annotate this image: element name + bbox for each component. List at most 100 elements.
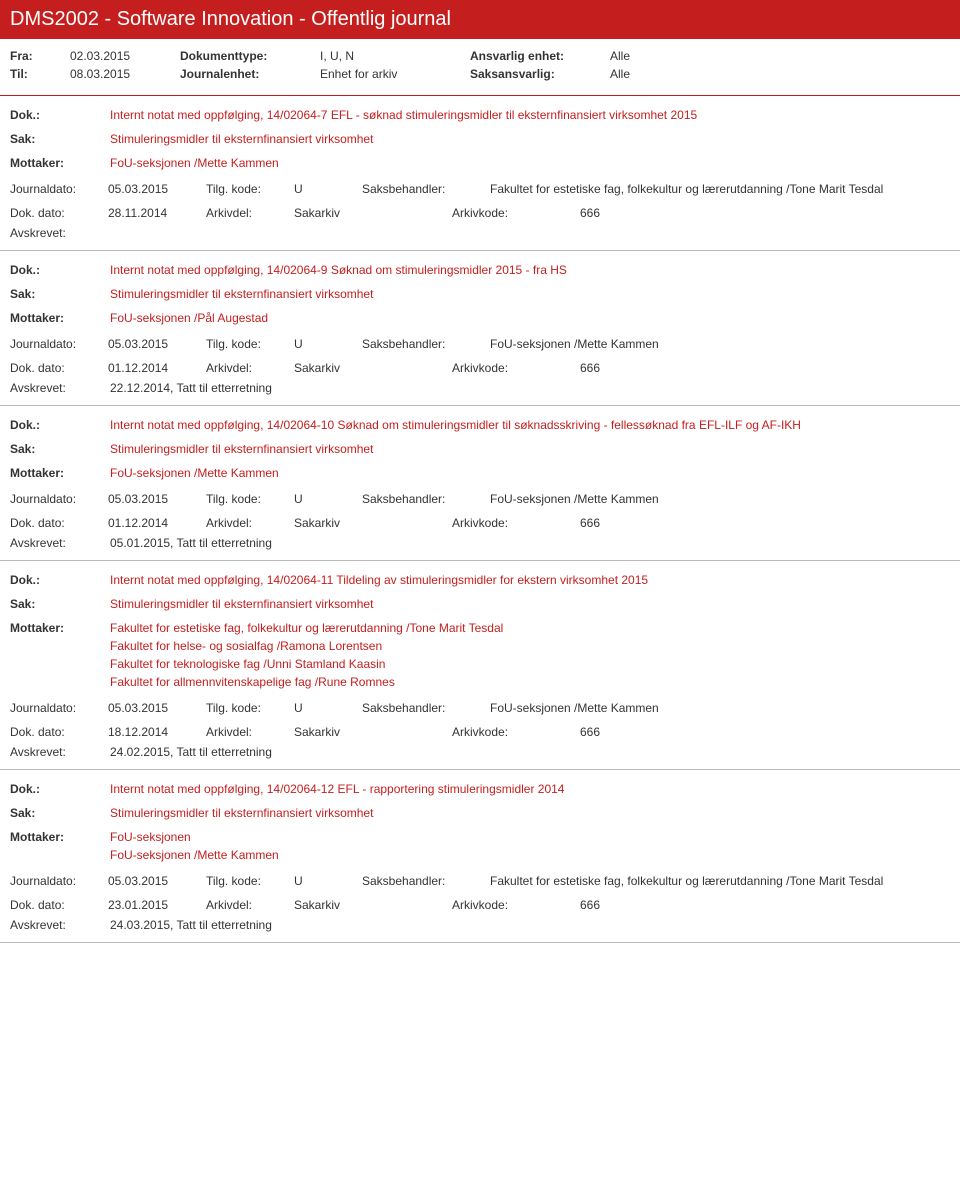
til-label: Til: (10, 67, 70, 81)
doktype-label: Dokumenttype: (180, 49, 320, 63)
arkivkode-label: Arkivkode: (452, 361, 572, 375)
journal-entry: Dok.: Internt notat med oppfølging, 14/0… (0, 251, 960, 406)
tilgkode-label: Tilg. kode: (206, 337, 286, 351)
dokdato-value: 28.11.2014 (108, 206, 198, 220)
dok-value: Internt notat med oppfølging, 14/02064-9… (110, 261, 950, 279)
dok-label: Dok.: (10, 106, 110, 124)
journaldato-label: Journaldato: (10, 701, 100, 715)
mottaker-label: Mottaker: (10, 619, 110, 691)
sak-value: Stimuleringsmidler til eksternfinansiert… (110, 285, 950, 303)
sak-label: Sak: (10, 595, 110, 613)
arkivdel-label: Arkivdel: (206, 725, 286, 739)
sak-label: Sak: (10, 804, 110, 822)
avskrevet-value: 05.01.2015, Tatt til etterretning (110, 536, 272, 550)
tilgkode-label: Tilg. kode: (206, 182, 286, 196)
saksbehandler-label: Saksbehandler: (362, 337, 482, 351)
arkivdel-label: Arkivdel: (206, 361, 286, 375)
mottaker-label: Mottaker: (10, 309, 110, 327)
arkivkode-label: Arkivkode: (452, 725, 572, 739)
sak-value: Stimuleringsmidler til eksternfinansiert… (110, 804, 950, 822)
dokdato-label: Dok. dato: (10, 725, 100, 739)
arkivdel-value: Sakarkiv (294, 898, 444, 912)
saksansvarlig-label: Saksansvarlig: (470, 67, 610, 81)
tilgkode-value: U (294, 874, 354, 888)
mottaker-line: FoU-seksjonen /Mette Kammen (110, 464, 950, 482)
dokdato-label: Dok. dato: (10, 516, 100, 530)
mottaker-label: Mottaker: (10, 154, 110, 172)
avskrevet-label: Avskrevet: (10, 536, 110, 550)
journal-entry: Dok.: Internt notat med oppfølging, 14/0… (0, 406, 960, 561)
ansvarlig-label: Ansvarlig enhet: (470, 49, 610, 63)
sak-value: Stimuleringsmidler til eksternfinansiert… (110, 440, 950, 458)
dok-value: Internt notat med oppfølging, 14/02064-1… (110, 571, 950, 589)
sak-label: Sak: (10, 440, 110, 458)
avskrevet-label: Avskrevet: (10, 745, 110, 759)
arkivkode-value: 666 (580, 725, 600, 739)
arkivkode-value: 666 (580, 898, 600, 912)
saksbehandler-label: Saksbehandler: (362, 492, 482, 506)
fra-value: 02.03.2015 (70, 49, 180, 63)
arkivkode-label: Arkivkode: (452, 516, 572, 530)
avskrevet-value: 22.12.2014, Tatt til etterretning (110, 381, 272, 395)
saksbehandler-label: Saksbehandler: (362, 182, 482, 196)
arkivdel-label: Arkivdel: (206, 206, 286, 220)
dokdato-label: Dok. dato: (10, 898, 100, 912)
arkivdel-value: Sakarkiv (294, 516, 444, 530)
journaldato-label: Journaldato: (10, 337, 100, 351)
saksbehandler-value: Fakultet for estetiske fag, folkekultur … (490, 874, 942, 888)
saksansvarlig-value: Alle (610, 67, 630, 81)
page-title: DMS2002 - Software Innovation - Offentli… (0, 0, 960, 39)
journaldato-value: 05.03.2015 (108, 874, 198, 888)
avskrevet-label: Avskrevet: (10, 226, 110, 240)
journal-entry: Dok.: Internt notat med oppfølging, 14/0… (0, 561, 960, 770)
mottaker-label: Mottaker: (10, 828, 110, 864)
arkivdel-value: Sakarkiv (294, 206, 444, 220)
til-value: 08.03.2015 (70, 67, 180, 81)
dokdato-value: 01.12.2014 (108, 361, 198, 375)
journaldato-value: 05.03.2015 (108, 492, 198, 506)
arkivkode-label: Arkivkode: (452, 898, 572, 912)
arkivdel-label: Arkivdel: (206, 898, 286, 912)
saksbehandler-value: FoU-seksjonen /Mette Kammen (490, 337, 942, 351)
mottaker-line: Fakultet for teknologiske fag /Unni Stam… (110, 655, 950, 673)
mottaker-line: Fakultet for helse- og sosialfag /Ramona… (110, 637, 950, 655)
arkivkode-value: 666 (580, 361, 600, 375)
avskrevet-label: Avskrevet: (10, 381, 110, 395)
entries-container: Dok.: Internt notat med oppfølging, 14/0… (0, 96, 960, 943)
arkivkode-value: 666 (580, 206, 600, 220)
saksbehandler-label: Saksbehandler: (362, 701, 482, 715)
tilgkode-value: U (294, 182, 354, 196)
dok-label: Dok.: (10, 416, 110, 434)
mottaker-value: FoU-seksjonenFoU-seksjonen /Mette Kammen (110, 828, 950, 864)
dok-value: Internt notat med oppfølging, 14/02064-7… (110, 106, 950, 124)
sak-value: Stimuleringsmidler til eksternfinansiert… (110, 595, 950, 613)
journaldato-label: Journaldato: (10, 492, 100, 506)
dokdato-value: 18.12.2014 (108, 725, 198, 739)
dokdato-label: Dok. dato: (10, 206, 100, 220)
sak-value: Stimuleringsmidler til eksternfinansiert… (110, 130, 950, 148)
avskrevet-value: 24.03.2015, Tatt til etterretning (110, 918, 272, 932)
tilgkode-label: Tilg. kode: (206, 701, 286, 715)
saksbehandler-value: FoU-seksjonen /Mette Kammen (490, 701, 942, 715)
dokdato-value: 01.12.2014 (108, 516, 198, 530)
ansvarlig-value: Alle (610, 49, 630, 63)
mottaker-line: FoU-seksjonen /Pål Augestad (110, 309, 950, 327)
saksbehandler-label: Saksbehandler: (362, 874, 482, 888)
dokdato-label: Dok. dato: (10, 361, 100, 375)
sak-label: Sak: (10, 285, 110, 303)
mottaker-value: Fakultet for estetiske fag, folkekultur … (110, 619, 950, 691)
avskrevet-value: 24.02.2015, Tatt til etterretning (110, 745, 272, 759)
mottaker-value: FoU-seksjonen /Pål Augestad (110, 309, 950, 327)
journal-entry: Dok.: Internt notat med oppfølging, 14/0… (0, 96, 960, 251)
mottaker-line: FoU-seksjonen /Mette Kammen (110, 846, 950, 864)
arkivdel-value: Sakarkiv (294, 361, 444, 375)
dok-value: Internt notat med oppfølging, 14/02064-1… (110, 416, 950, 434)
dokdato-value: 23.01.2015 (108, 898, 198, 912)
arkivkode-label: Arkivkode: (452, 206, 572, 220)
dok-value: Internt notat med oppfølging, 14/02064-1… (110, 780, 950, 798)
tilgkode-value: U (294, 337, 354, 351)
journaldato-value: 05.03.2015 (108, 337, 198, 351)
saksbehandler-value: Fakultet for estetiske fag, folkekultur … (490, 182, 942, 196)
tilgkode-label: Tilg. kode: (206, 874, 286, 888)
mottaker-value: FoU-seksjonen /Mette Kammen (110, 154, 950, 172)
